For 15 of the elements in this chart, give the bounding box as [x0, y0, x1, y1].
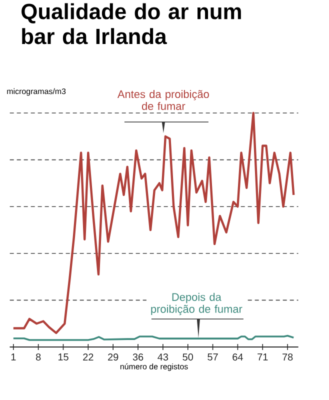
x-tick-label: 50 — [182, 354, 193, 361]
x-tick-label: 36 — [132, 354, 143, 361]
x-tick-label: 57 — [207, 354, 218, 360]
x-tick-label: 71 — [257, 354, 268, 360]
x-tick-label: 78 — [282, 354, 292, 361]
x-tick-label: 22 — [82, 354, 93, 360]
x-tick-label: 8 — [36, 354, 40, 361]
chart-title: Qualidade do ar num bar da Irlanda — [21, 3, 241, 44]
x-tick-label: 1 — [11, 354, 16, 360]
x-tick-label: 15 — [58, 354, 68, 360]
x-tick-label: 43 — [157, 354, 168, 361]
x-tick-label: 29 — [108, 354, 118, 361]
series-label: Depois da proibição de fumar — [150, 292, 242, 316]
text: Antes da proibição de fumar — [117, 90, 209, 110]
x-tick-label: 64 — [232, 354, 243, 361]
